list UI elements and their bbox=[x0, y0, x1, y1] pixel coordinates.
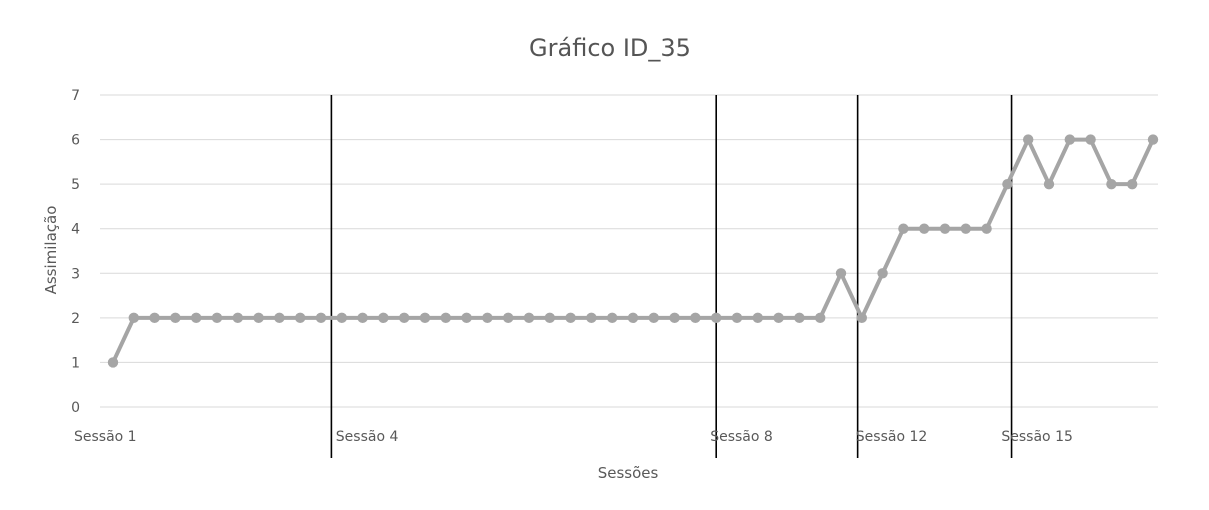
x-session-label: Sessão 4 bbox=[336, 429, 399, 445]
x-session-labels: Sessão 1 Sessão 4 Sessão 8 Sessão 12 Sessão … bbox=[74, 429, 1073, 445]
data-point bbox=[232, 312, 243, 324]
data-point bbox=[856, 312, 867, 324]
data-point bbox=[1147, 134, 1159, 145]
data-point bbox=[648, 312, 659, 324]
data-point bbox=[586, 312, 597, 324]
data-point bbox=[503, 312, 514, 324]
data-point bbox=[690, 312, 701, 324]
gridlines bbox=[100, 94, 1158, 408]
data-point bbox=[357, 312, 368, 324]
data-point bbox=[191, 312, 202, 324]
data-point bbox=[919, 223, 930, 234]
y-tick-label: 3 bbox=[71, 266, 80, 282]
data-point bbox=[315, 312, 327, 324]
data-point bbox=[170, 312, 181, 324]
chart-title: Gráfico ID_35 bbox=[529, 34, 691, 62]
data-point bbox=[835, 268, 847, 279]
data-point bbox=[752, 312, 763, 324]
data-point bbox=[669, 312, 680, 324]
data-point bbox=[607, 312, 618, 324]
data-point bbox=[378, 312, 389, 324]
phase-change-lines bbox=[330, 95, 1013, 458]
data-point bbox=[295, 312, 306, 324]
data-point bbox=[399, 312, 410, 324]
y-tick-label: 7 bbox=[71, 88, 80, 104]
data-point bbox=[461, 312, 472, 324]
series-assimilacao bbox=[107, 134, 1159, 368]
data-point bbox=[877, 268, 888, 279]
data-point bbox=[1064, 134, 1076, 145]
data-point bbox=[274, 312, 285, 324]
data-point bbox=[939, 223, 951, 234]
data-point bbox=[794, 312, 805, 324]
x-session-label: Sessão 12 bbox=[856, 429, 928, 445]
y-tick-labels: 0 1 2 3 4 5 6 7 bbox=[71, 88, 80, 416]
x-axis-title: Sessões bbox=[598, 464, 659, 482]
data-point bbox=[1106, 178, 1117, 190]
data-point bbox=[523, 312, 535, 324]
data-point bbox=[482, 312, 493, 324]
data-point bbox=[336, 312, 347, 324]
data-point bbox=[149, 312, 160, 324]
data-point bbox=[731, 312, 743, 324]
data-point bbox=[1022, 134, 1034, 145]
data-point bbox=[211, 312, 223, 324]
data-point bbox=[1127, 178, 1138, 190]
y-axis-title: Assimilação bbox=[42, 206, 60, 295]
data-point bbox=[773, 312, 784, 324]
data-point bbox=[440, 312, 451, 324]
y-tick-label: 5 bbox=[71, 177, 80, 193]
data-point bbox=[1085, 134, 1096, 145]
y-tick-label: 6 bbox=[71, 133, 80, 149]
data-point bbox=[565, 312, 576, 324]
data-point bbox=[815, 312, 826, 324]
data-point bbox=[960, 223, 971, 234]
y-tick-label: 2 bbox=[71, 311, 80, 327]
data-point bbox=[981, 223, 992, 234]
data-point bbox=[128, 312, 139, 324]
series-line bbox=[111, 137, 1155, 365]
data-point bbox=[107, 357, 119, 368]
data-point bbox=[419, 312, 431, 324]
data-point bbox=[1002, 178, 1013, 190]
x-session-label: Sessão 1 bbox=[74, 429, 137, 445]
y-tick-label: 4 bbox=[71, 222, 80, 238]
y-tick-label: 0 bbox=[71, 400, 80, 416]
data-point bbox=[544, 312, 555, 324]
x-session-label: Sessão 15 bbox=[1001, 429, 1073, 445]
data-point bbox=[711, 312, 722, 324]
data-point bbox=[898, 223, 909, 234]
data-point bbox=[1043, 178, 1055, 190]
data-point bbox=[627, 312, 639, 324]
data-point bbox=[253, 312, 264, 324]
y-tick-label: 1 bbox=[71, 355, 80, 371]
x-session-label: Sessão 8 bbox=[710, 429, 773, 445]
